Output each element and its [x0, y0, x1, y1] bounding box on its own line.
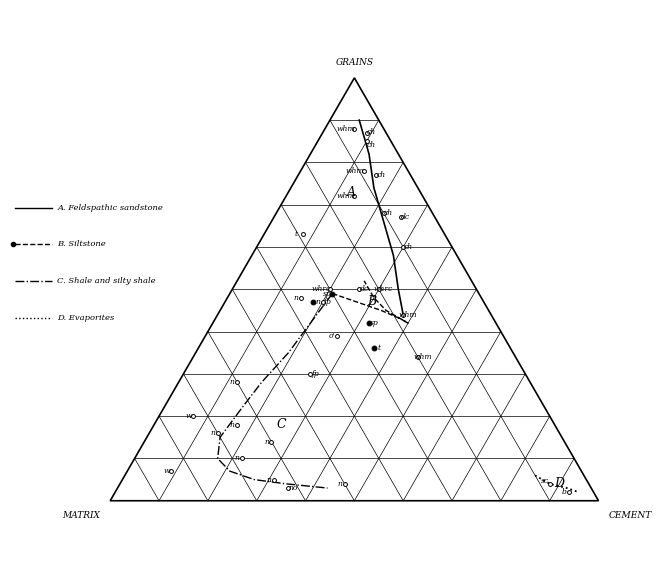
Text: o': o'	[329, 332, 336, 340]
Text: whrc: whrc	[312, 285, 331, 293]
Text: w: w	[163, 467, 170, 475]
Text: whm: whm	[413, 353, 432, 361]
Text: A: A	[347, 185, 356, 198]
Text: C. Shale and silty shale: C. Shale and silty shale	[57, 277, 156, 285]
Text: ch: ch	[384, 209, 393, 217]
Text: fp: fp	[323, 298, 331, 306]
Text: sp: sp	[370, 319, 378, 327]
Text: n: n	[267, 475, 271, 483]
Text: ch: ch	[377, 171, 386, 179]
Text: dc: dc	[401, 214, 411, 221]
Text: n: n	[315, 298, 320, 306]
Text: whm: whm	[336, 192, 355, 200]
Text: B. Siltstone: B. Siltstone	[57, 241, 106, 248]
Text: t: t	[294, 230, 297, 238]
Text: sc: sc	[541, 477, 549, 485]
Text: n: n	[211, 429, 215, 437]
Text: n: n	[293, 294, 298, 302]
Text: whm: whm	[336, 125, 355, 133]
Text: D. Evaporites: D. Evaporites	[57, 314, 115, 321]
Text: C: C	[277, 418, 286, 431]
Text: GRAINS: GRAINS	[335, 58, 374, 67]
Text: whm: whm	[346, 167, 364, 175]
Text: whm: whm	[399, 311, 417, 319]
Text: n: n	[337, 480, 342, 488]
Text: n: n	[235, 455, 240, 463]
Text: ch: ch	[367, 128, 376, 136]
Text: ch: ch	[403, 243, 412, 251]
Text: whrc: whrc	[374, 285, 393, 293]
Text: CEMENT: CEMENT	[609, 511, 651, 520]
Text: ch: ch	[367, 141, 376, 149]
Text: b: b	[562, 488, 567, 496]
Text: B: B	[367, 296, 376, 309]
Text: n: n	[230, 378, 235, 386]
Text: no: no	[288, 484, 298, 492]
Text: MATRIX: MATRIX	[63, 511, 100, 520]
Text: fp: fp	[312, 370, 319, 378]
Text: w: w	[185, 412, 191, 420]
Text: t: t	[378, 345, 380, 352]
Text: dc: dc	[360, 285, 369, 293]
Text: sp: sp	[323, 289, 332, 297]
Text: A. Feldspathic sandstone: A. Feldspathic sandstone	[57, 204, 163, 212]
Text: n: n	[230, 420, 235, 429]
Text: n: n	[264, 438, 269, 446]
Text: D: D	[554, 477, 564, 490]
